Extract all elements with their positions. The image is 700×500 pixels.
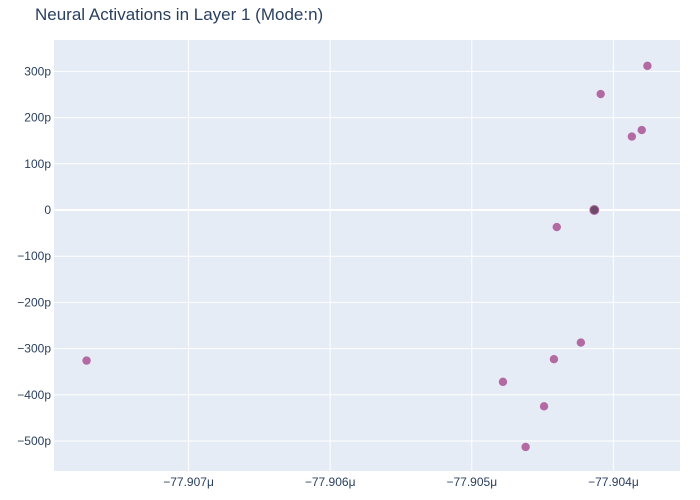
data-point xyxy=(82,356,91,365)
data-point xyxy=(552,222,561,232)
y-tick-label: 100p xyxy=(24,157,51,171)
x-tick-label: −77.907μ xyxy=(163,475,214,489)
x-tick-label: −77.906μ xyxy=(305,475,356,489)
gridlines xyxy=(54,40,680,471)
y-axis-tick-labels: 300p 200p 100p 0 −100p −200p −300p −400p −500p xyxy=(17,64,51,448)
data-point xyxy=(521,442,530,452)
data-point xyxy=(539,402,549,411)
data-point xyxy=(596,89,605,99)
data-point xyxy=(643,61,652,71)
data-point xyxy=(627,132,637,141)
x-tick-label: −77.904μ xyxy=(588,475,639,489)
data-point xyxy=(549,355,559,364)
plot-area xyxy=(54,40,680,471)
data-point xyxy=(637,125,646,135)
data-points xyxy=(82,61,652,452)
data-point xyxy=(576,338,586,347)
y-tick-label: 0 xyxy=(44,203,51,217)
y-tick-label: 200p xyxy=(24,111,51,125)
y-tick-label: −200p xyxy=(17,295,51,309)
data-point xyxy=(498,377,508,387)
x-tick-label: −77.905μ xyxy=(446,475,497,489)
y-tick-label: −400p xyxy=(17,388,51,402)
y-tick-label: −100p xyxy=(17,249,51,263)
data-point-cluster xyxy=(589,204,600,215)
chart-title: Neural Activations in Layer 1 (Mode:n) xyxy=(35,5,323,24)
x-axis-tick-labels: −77.907μ −77.906μ −77.905μ −77.904μ xyxy=(163,475,639,489)
y-tick-label: 300p xyxy=(24,64,51,78)
y-tick-label: −500p xyxy=(17,434,51,448)
y-tick-label: −300p xyxy=(17,342,51,356)
